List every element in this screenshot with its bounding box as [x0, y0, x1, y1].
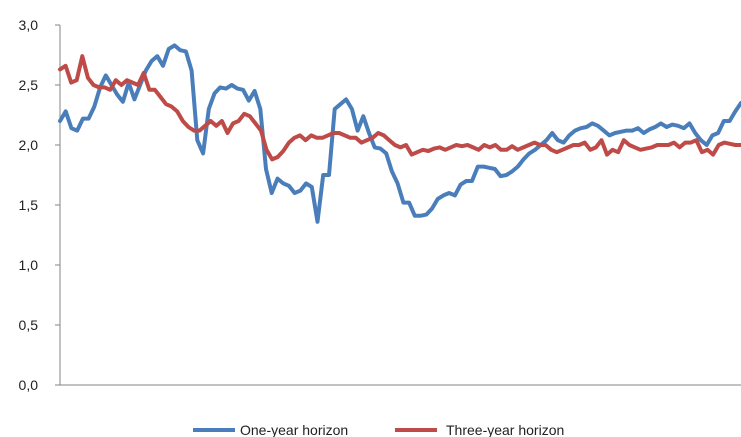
y-tick-label: 2,5 [19, 77, 39, 93]
y-tick-label: 1,0 [19, 257, 39, 273]
legend-label-one-year: One-year horizon [240, 422, 348, 437]
y-tick-label: 2,0 [19, 137, 39, 153]
series-layer [58, 43, 741, 224]
y-tick-label: 3,0 [19, 17, 39, 33]
y-tick-label: 1,5 [19, 197, 39, 213]
legend-label-three-year: Three-year horizon [446, 422, 564, 437]
y-tick-label: 0,0 [19, 377, 39, 393]
series-line-one-year [58, 43, 741, 224]
series-line-three-year [58, 54, 741, 162]
y-axis: 0,0 0,5 1,0 1,5 2,0 2,5 3,0 [19, 17, 61, 393]
legend: One-year horizon Three-year horizon [193, 422, 564, 437]
y-tick-label: 0,5 [19, 317, 39, 333]
